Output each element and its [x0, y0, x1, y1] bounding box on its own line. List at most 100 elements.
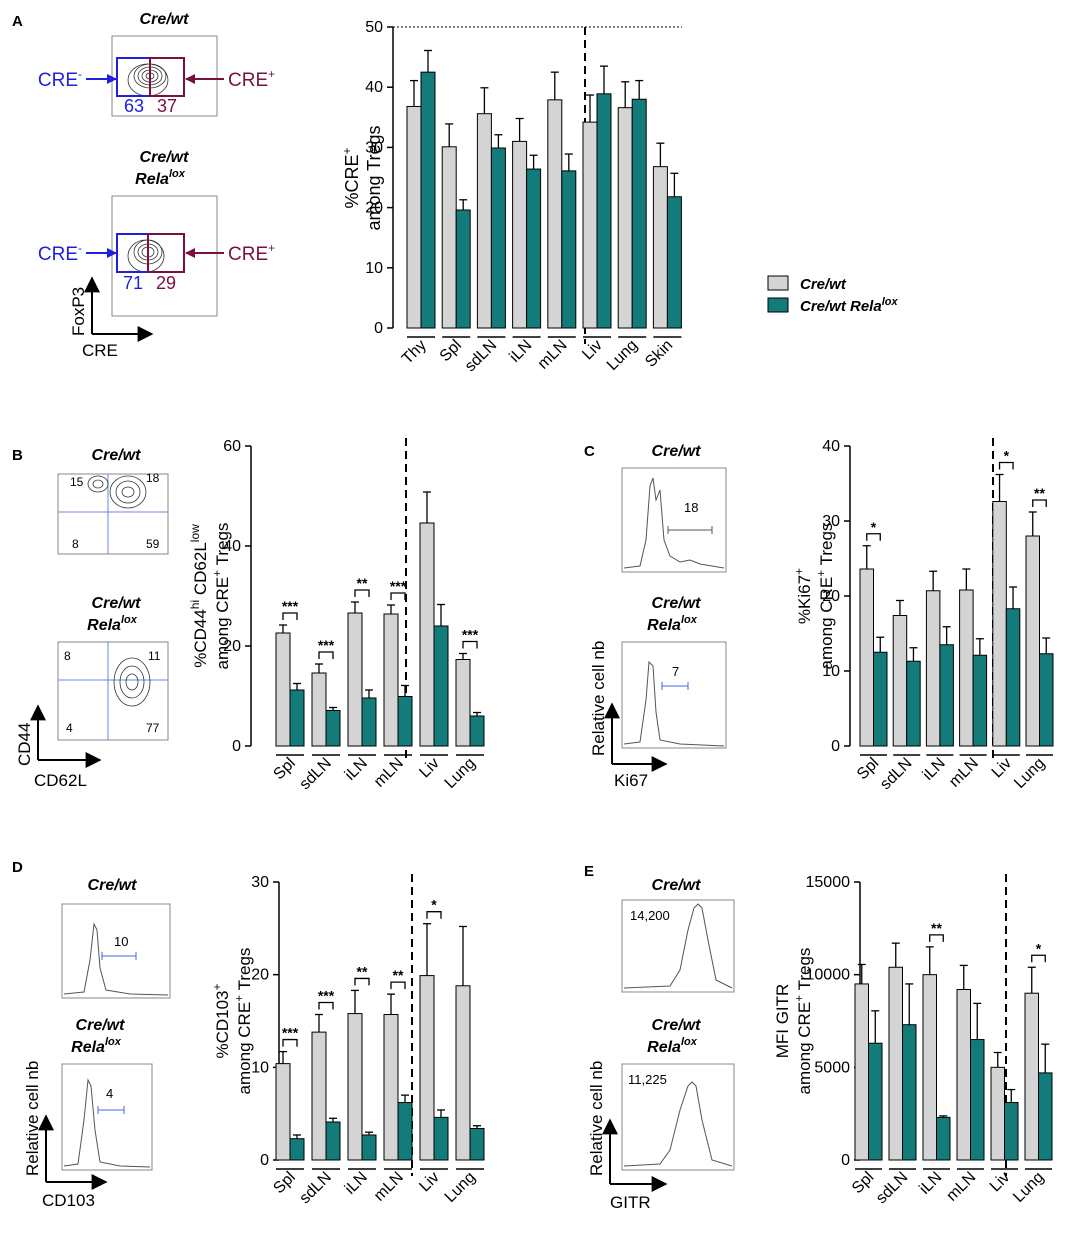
significance-stars: *: [1036, 940, 1042, 956]
significance-stars: **: [357, 963, 368, 979]
y-axis-label-line1: %CD44hi CD62Llow: [188, 524, 210, 668]
bar-rela: [972, 654, 988, 747]
category-label: iLN: [916, 1169, 945, 1198]
category-label: Liv: [416, 755, 442, 781]
panel-d-plot2-title2: Relalox: [71, 1036, 122, 1056]
bar-rela: [873, 651, 888, 747]
y-tick-label: 0: [374, 320, 383, 337]
bar-rela: [469, 1127, 485, 1161]
y-tick-label: 20: [251, 967, 269, 984]
bar-rela: [397, 1102, 413, 1161]
bar-rela: [433, 1116, 449, 1161]
bar-rela: [936, 1116, 951, 1161]
panel-d-hist2: 4: [61, 1063, 153, 1171]
category-label: mLN: [371, 755, 407, 791]
bar-wt: [455, 659, 471, 747]
legend-swatch-rela: [767, 297, 789, 313]
bar-rela: [526, 168, 542, 329]
category-label: sdLN: [462, 337, 500, 375]
bar-wt: [383, 613, 399, 747]
bar-wt: [854, 983, 869, 1161]
bar-rela: [1038, 1072, 1053, 1161]
bar-wt: [275, 1063, 291, 1161]
panel-e-hist1: 14,200: [621, 899, 735, 993]
panel-a-plot2-title1: Cre/wt: [140, 149, 190, 166]
significance-stars: ***: [282, 1025, 299, 1041]
bar-wt: [512, 140, 528, 329]
bar-rela: [939, 644, 954, 747]
panel-e-hist2: 11,225: [621, 1063, 735, 1171]
bar-wt: [419, 975, 435, 1161]
category-label: Thy: [399, 337, 430, 368]
panel-c-hist2: 7: [621, 641, 727, 749]
bar-rela: [420, 71, 436, 329]
y-tick-label: 15000: [806, 874, 851, 891]
significance-bracket: [1031, 954, 1046, 963]
category-label: Lung: [442, 1169, 479, 1206]
category-label: iLN: [342, 1169, 371, 1198]
bar-wt: [582, 121, 598, 329]
plot2-minus-pct: 71: [123, 273, 143, 293]
panel-e-plot2-title2: Relalox: [647, 1036, 698, 1056]
gate-pct: 10: [114, 934, 128, 949]
significance-stars: ***: [282, 598, 299, 614]
category-label: sdLN: [877, 755, 915, 793]
legend-label-rela: Cre/wt Relalox: [800, 296, 898, 315]
y-tick-label: 20: [223, 638, 241, 655]
bar-rela: [902, 1024, 917, 1161]
cre-plus-label: CRE+: [228, 241, 275, 265]
cre-plus-gate: [149, 57, 185, 97]
y-tick-label: 10: [365, 260, 383, 277]
panel-d-letter: D: [12, 859, 23, 876]
bar-wt: [419, 522, 435, 747]
panel-a-plot2: CRE- CRE+ 71 29: [38, 195, 275, 317]
bar-wt: [888, 966, 903, 1161]
panel-a-plot1-title: Cre/wt: [140, 11, 190, 28]
y-tick-label: 20: [365, 200, 383, 217]
bar-wt: [383, 1014, 399, 1161]
bar-wt: [275, 632, 291, 747]
y-tick-label: 30: [822, 513, 840, 530]
bar-rela: [490, 147, 506, 329]
significance-bracket: [354, 589, 370, 597]
panel-d-hist1: 10: [61, 903, 171, 999]
category-label: mLN: [535, 337, 571, 373]
category-label: sdLN: [296, 1169, 334, 1207]
panel-d-plot1-title: Cre/wt: [88, 877, 138, 894]
panel-b-plot1: 15 18 8 59: [57, 471, 169, 555]
panel-e-yaxis: Relative cell nb: [587, 1061, 606, 1176]
bar-wt: [406, 105, 422, 329]
bar-rela: [970, 1039, 985, 1161]
significance-bracket: [318, 651, 334, 659]
y-tick-label: 10: [822, 663, 840, 680]
plot2-plus-pct: 29: [156, 273, 176, 293]
category-label: mLN: [943, 1169, 979, 1205]
plot1-minus-pct: 63: [124, 96, 144, 116]
bar-wt: [1025, 535, 1040, 747]
panel-e-plot1-title: Cre/wt: [652, 877, 702, 894]
y-tick-label: 10000: [806, 967, 851, 984]
bar-rela: [1004, 1102, 1019, 1161]
bar-wt: [959, 589, 974, 747]
quadrant-ll: 8: [72, 537, 79, 551]
panel-b-plot1-title: Cre/wt: [92, 447, 142, 464]
significance-bracket: [1032, 499, 1047, 507]
y-axis-label-line1: %CD103+: [210, 983, 232, 1058]
panel-d-yaxis: Relative cell nb: [23, 1061, 42, 1176]
significance-stars: **: [931, 920, 942, 936]
category-label: sdLN: [296, 755, 334, 793]
bar-wt: [311, 1031, 327, 1161]
category-label: Liv: [989, 755, 1015, 781]
contour-cluster-icon: [113, 657, 151, 707]
panel-b-letter: B: [12, 447, 23, 464]
category-label: mLN: [946, 755, 982, 791]
gate-pct: 4: [106, 1086, 113, 1101]
category-label: Spl: [849, 1169, 877, 1197]
category-label: Liv: [579, 337, 605, 363]
legend-label-wt: Cre/wt: [800, 276, 847, 293]
significance-stars: **: [393, 967, 404, 983]
panel-d-xaxis: CD103: [42, 1191, 95, 1210]
bar-wt: [455, 985, 471, 1161]
